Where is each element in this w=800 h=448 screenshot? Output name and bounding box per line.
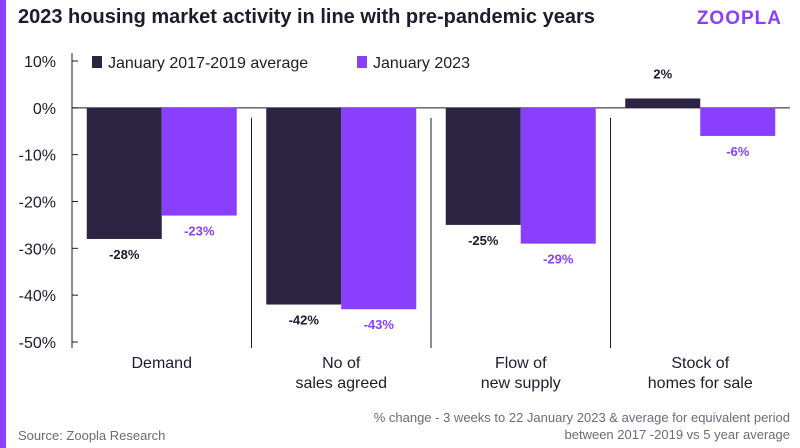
y-tick-label: -30% bbox=[19, 241, 56, 258]
legend-swatch bbox=[92, 56, 102, 68]
bar bbox=[341, 107, 417, 310]
bar bbox=[700, 107, 776, 136]
category-label: homes for sale bbox=[648, 375, 753, 392]
data-label: -25% bbox=[468, 233, 499, 248]
zoopla-logo: ZOOPLA bbox=[696, 8, 782, 29]
y-tick-label: -20% bbox=[19, 195, 56, 212]
data-label: -42% bbox=[289, 313, 320, 328]
bar bbox=[520, 107, 596, 244]
chart-title: 2023 housing market activity in line wit… bbox=[18, 6, 595, 28]
category-label: Stock of bbox=[671, 355, 729, 372]
data-label: -23% bbox=[184, 224, 215, 239]
data-label: -6% bbox=[726, 144, 750, 159]
data-label: -28% bbox=[109, 247, 140, 262]
bar bbox=[161, 107, 237, 216]
source-note: Source: Zoopla Research bbox=[18, 428, 166, 443]
y-tick-label: 10% bbox=[24, 54, 56, 71]
data-label: 2% bbox=[653, 66, 672, 81]
category-label: new supply bbox=[481, 375, 561, 392]
category-label: Flow of bbox=[495, 355, 547, 372]
legend-label: January 2023 bbox=[373, 55, 470, 72]
y-tick-label: 0% bbox=[33, 101, 56, 118]
legend-label: January 2017-2019 average bbox=[108, 55, 308, 72]
y-tick-label: -10% bbox=[19, 148, 56, 165]
y-tick-label: -40% bbox=[19, 288, 56, 305]
footnote-line-1: % change - 3 weeks to 22 January 2023 & … bbox=[373, 410, 790, 425]
data-label: -29% bbox=[543, 252, 574, 267]
bar bbox=[266, 107, 342, 305]
bar bbox=[445, 107, 521, 225]
bar bbox=[625, 98, 701, 108]
category-label: sales agreed bbox=[295, 375, 387, 392]
bar bbox=[86, 107, 162, 239]
footnote: % change - 3 weeks to 22 January 2023 & … bbox=[374, 409, 790, 443]
data-label: -43% bbox=[364, 317, 395, 332]
accent-bar bbox=[0, 0, 6, 448]
footnote-line-2: between 2017 -2019 vs 5 year average bbox=[564, 427, 791, 442]
y-tick-label: -50% bbox=[19, 335, 56, 352]
legend-swatch bbox=[357, 56, 367, 68]
category-label: No of bbox=[322, 355, 361, 372]
category-label: Demand bbox=[132, 355, 192, 372]
